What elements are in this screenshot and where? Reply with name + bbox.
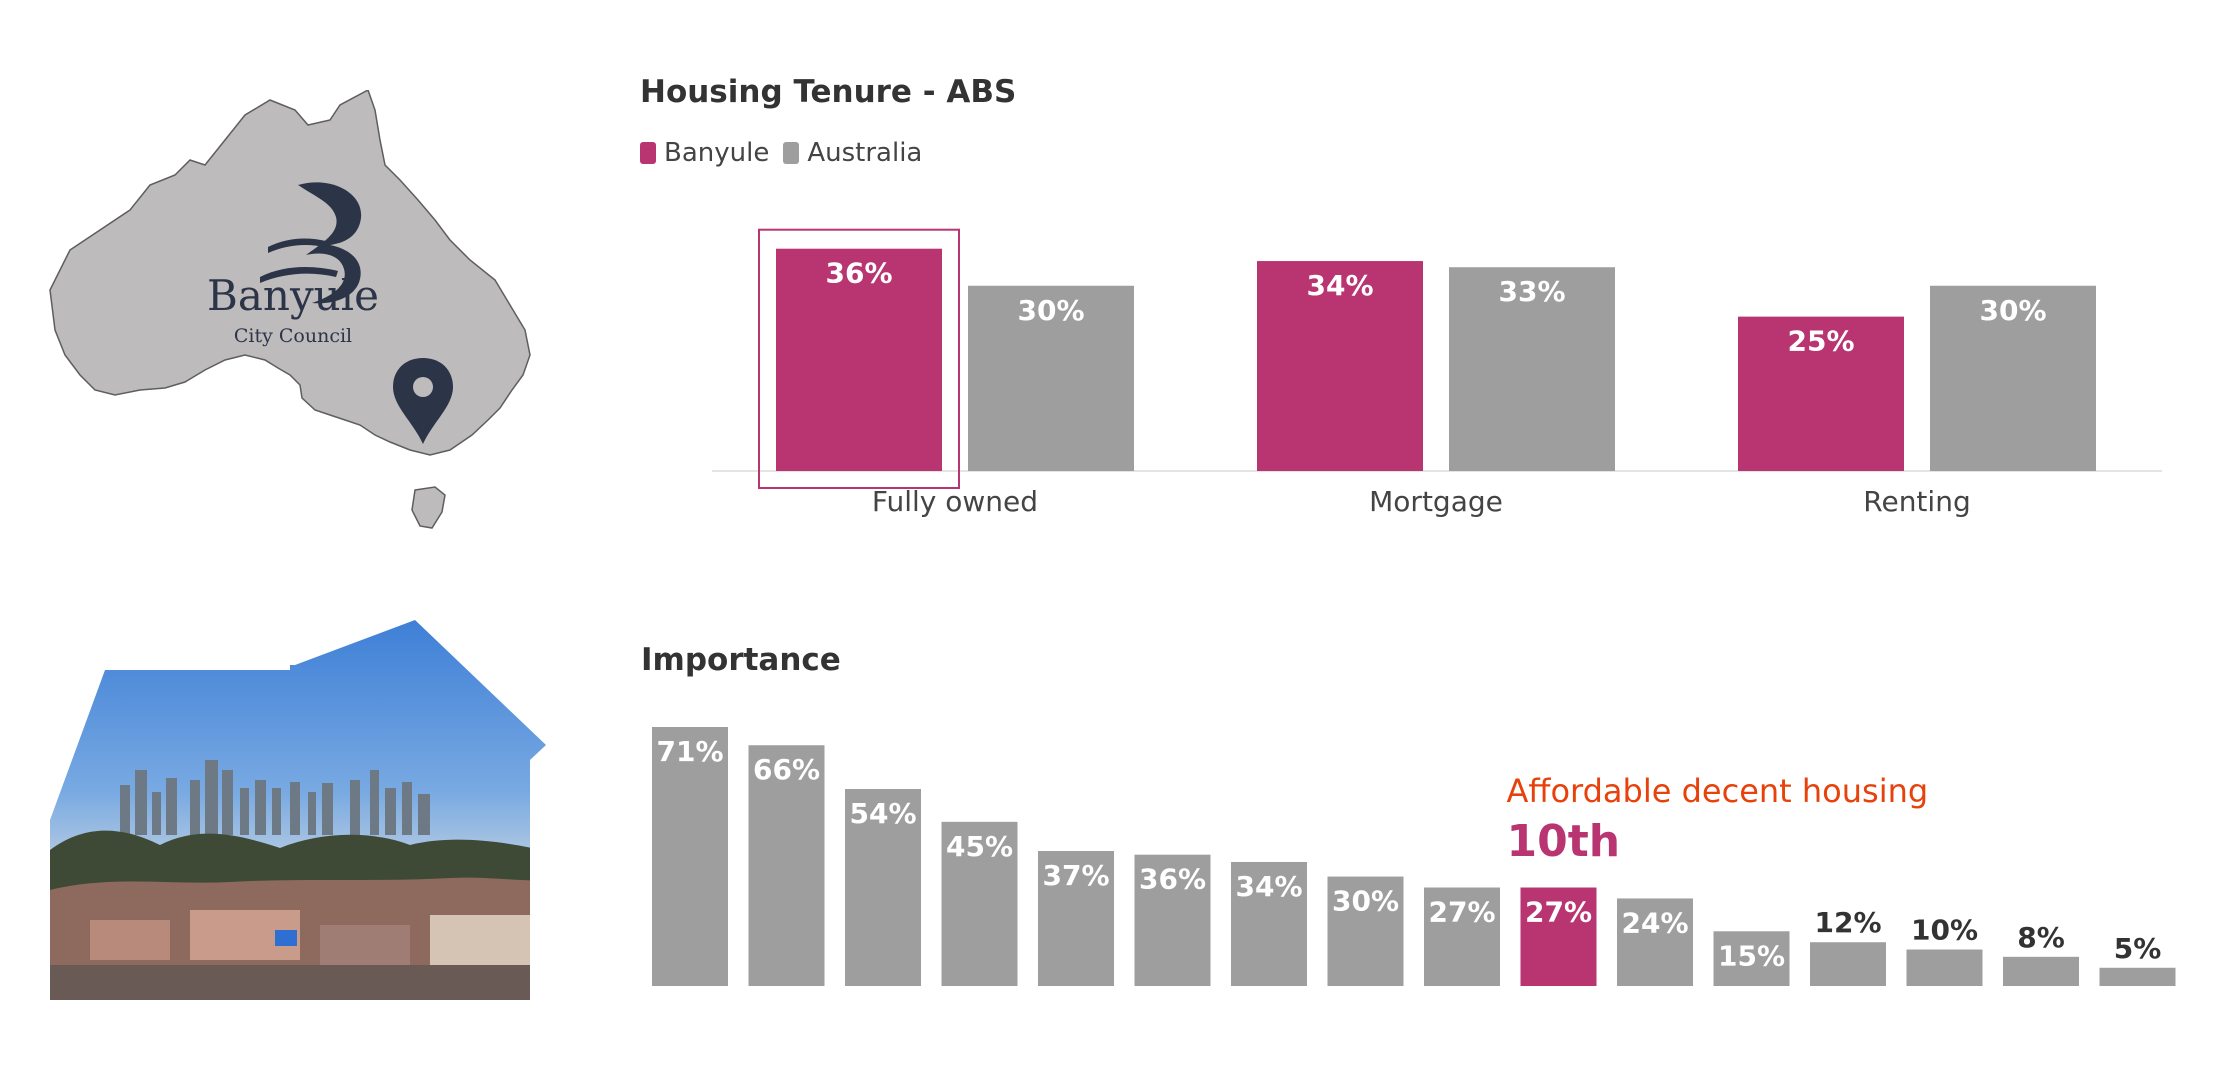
bar-australia-1 [1449,267,1615,471]
data-label: 37% [1042,859,1109,892]
bar [1810,942,1886,986]
bar [1038,851,1114,986]
data-label: 45% [946,830,1013,863]
legend-swatch-australia [783,142,800,164]
bar [845,789,921,986]
data-label: 66% [753,753,820,786]
housing-tenure-chart: 36% 30% Fully owned 34% 33% Mortgage 25% 30% Ren… [712,228,2162,518]
bar [2099,967,2176,986]
logo-name: Banyule [207,271,379,320]
banyule-logo-mark [260,182,362,304]
data-label: 30% [1017,294,1084,327]
bar-australia-0 [968,285,1134,471]
legend-item-banyule: Banyule [640,138,769,168]
category-label: Fully owned [872,485,1038,518]
data-label: 34% [1235,870,1302,903]
tasmania [411,486,446,529]
data-label: 36% [1139,863,1206,896]
bar-highlighted [1520,887,1597,986]
data-label: 34% [1306,269,1373,302]
data-label: 54% [849,797,916,830]
bar [652,727,728,986]
map-pin-icon [393,358,453,444]
data-label: 36% [825,257,892,290]
bar [2003,956,2079,986]
data-label: 71% [656,735,723,768]
data-label: 10% [1911,914,1978,947]
bar [1617,898,1693,986]
chart-title-housing-tenure: Housing Tenure - ABS [640,74,1017,110]
bar [1906,949,1983,986]
bar-banyule-0 [776,248,942,471]
bar-banyule-2 [1738,316,1904,471]
bar [1327,876,1404,986]
annotation-rank: 10th [1507,816,1621,867]
annotation-label: Affordable decent housing [1507,772,1929,810]
data-label: 24% [1621,906,1688,939]
bar [1231,861,1307,986]
category-label: Renting [1863,485,1970,518]
importance-chart: 71% 66% 54% 45% 37% 36% 34% 30% 27% 27% 24% 15% 12% 1… [652,727,2176,986]
bar [748,745,825,986]
data-label: 5% [2114,932,2162,965]
data-label: 33% [1498,275,1565,308]
bar [1713,931,1790,986]
australia-map: Banyule City Council [49,90,531,529]
category-label: Mortgage [1369,485,1503,518]
data-label: 27% [1525,896,1592,929]
data-label: 27% [1428,896,1495,929]
data-label: 8% [2017,921,2065,954]
bar [941,821,1018,986]
bar [1134,854,1211,986]
logo-subtitle: City Council [234,325,352,347]
bar [1424,887,1500,986]
data-label: 25% [1787,325,1854,358]
house-city-photo [50,620,546,1000]
data-label: 12% [1814,906,1881,939]
legend-item-australia: Australia [783,138,922,168]
chart-title-importance: Importance [641,642,841,678]
data-label: 15% [1718,939,1785,972]
legend-label-australia: Australia [807,138,923,168]
data-label: 30% [1979,294,2046,327]
bar-banyule-1 [1257,261,1423,471]
legend-swatch-banyule [640,142,656,164]
legend: Banyule Australia [640,138,928,168]
legend-label-banyule: Banyule [664,138,770,168]
highlight-frame [758,228,960,489]
bar-australia-2 [1930,285,2096,471]
data-label: 30% [1332,885,1399,918]
